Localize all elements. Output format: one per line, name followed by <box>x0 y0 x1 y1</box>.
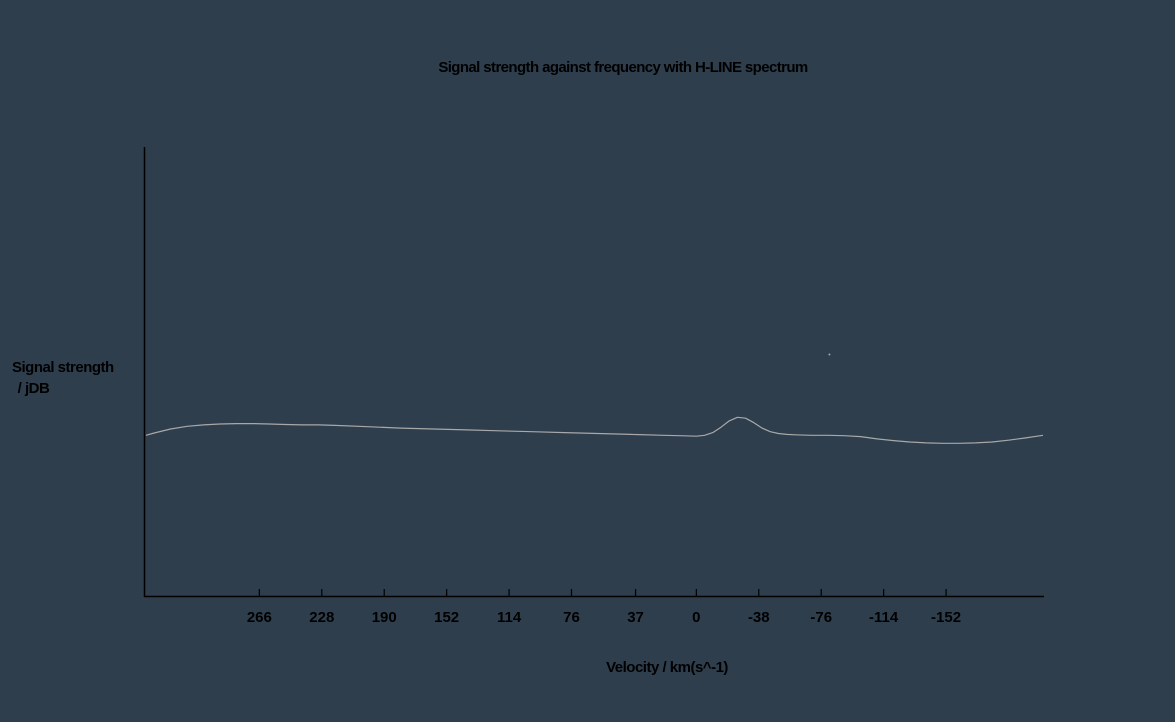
x-tick-label: -152 <box>931 609 961 626</box>
x-tick-label: 228 <box>309 609 334 626</box>
x-ticks: 266 228 190 152 114 76 37 0 -38 -76 -114 -152 <box>247 589 961 626</box>
x-tick-label: -38 <box>748 609 770 626</box>
x-tick-label: 152 <box>434 609 459 626</box>
x-tick-label: 114 <box>497 609 522 626</box>
y-axis-label-line-2: / jDB <box>14 380 50 397</box>
chart-title: Signal strength against frequency with H… <box>438 59 808 76</box>
series-line <box>145 416 1044 444</box>
x-tick-label: 0 <box>692 609 700 626</box>
x-tick-label: -114 <box>869 609 899 626</box>
x-tick-label: -76 <box>810 609 832 626</box>
x-tick-label: 190 <box>372 609 397 626</box>
x-axis-label: Velocity / km(s^-1) <box>606 659 728 676</box>
x-tick-label: 266 <box>247 609 272 626</box>
x-tick-label: 76 <box>563 609 580 626</box>
y-axis-label-line-1: Signal strength <box>12 359 114 376</box>
series-layer <box>145 353 1044 444</box>
x-tick-label: 37 <box>627 609 644 626</box>
outlier-point <box>828 353 831 356</box>
